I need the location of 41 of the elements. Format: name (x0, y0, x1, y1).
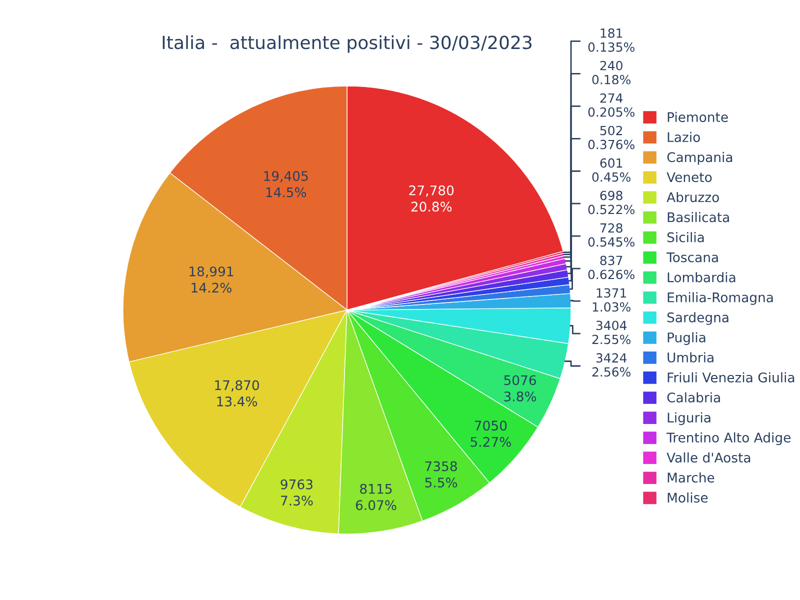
data-label: 698 0.522% (588, 190, 634, 214)
legend-label: Marche (668, 472, 714, 483)
legend-label: Trentino Alto Adige (666, 432, 790, 446)
legend-label: Abruzzo (666, 192, 719, 202)
data-label: 18,991 14.2% (190, 266, 234, 293)
legend-label: Valle d'Aosta (666, 452, 750, 463)
data-label: 181 0.135% (588, 28, 634, 52)
data-label: 837 0.626% (588, 256, 634, 280)
data-label: 274 0.205% (588, 93, 634, 117)
data-label: 240 0.18% (592, 60, 630, 84)
data-label: 27,780 20.8% (409, 185, 454, 212)
data-label: 5076 3.8% (504, 375, 536, 402)
data-label: 9763 7.3% (280, 479, 313, 506)
data-label: 601 0.45% (592, 158, 630, 182)
data-label: 3424 2.56% (592, 353, 630, 377)
legend-label: Basilicata (668, 212, 729, 222)
legend-label: Toscana (666, 252, 718, 262)
legend-label: Puglia (668, 332, 706, 345)
legend-label: Lombardia (668, 272, 736, 282)
chart-title: Italia - attualmente positivi - 30/03/2023 (162, 35, 532, 53)
legend-label: Emilia-Romagna (668, 292, 773, 305)
data-label: 1371 1.03% (592, 288, 630, 312)
data-label: 502 0.376% (588, 126, 634, 150)
data-label: 8115 6.07% (356, 484, 396, 510)
data-label: 728 0.545% (588, 223, 634, 247)
legend-label: Campania (667, 152, 732, 165)
data-label: 17,870 13.4% (215, 380, 259, 406)
data-label: 3404 2.55% (592, 320, 630, 344)
data-label: 19,405 14.5% (264, 171, 308, 198)
legend-label: Molise (668, 492, 708, 503)
legend-label: Lazio (668, 132, 700, 142)
legend-label: Umbria (668, 352, 714, 362)
legend-label: Veneto (666, 172, 712, 182)
legend-label: Piemonte (668, 112, 728, 122)
legend-label: Sardegna (667, 312, 728, 325)
data-label: 7050 5.27% (470, 420, 511, 447)
legend-label: Liguria (668, 412, 710, 426)
legend-label: Sicilia (667, 232, 704, 242)
legend-label: Friuli Venezia Giulia (668, 372, 794, 382)
legend-label: Calabria (667, 392, 720, 402)
data-label: 7358 5.5% (425, 461, 458, 488)
